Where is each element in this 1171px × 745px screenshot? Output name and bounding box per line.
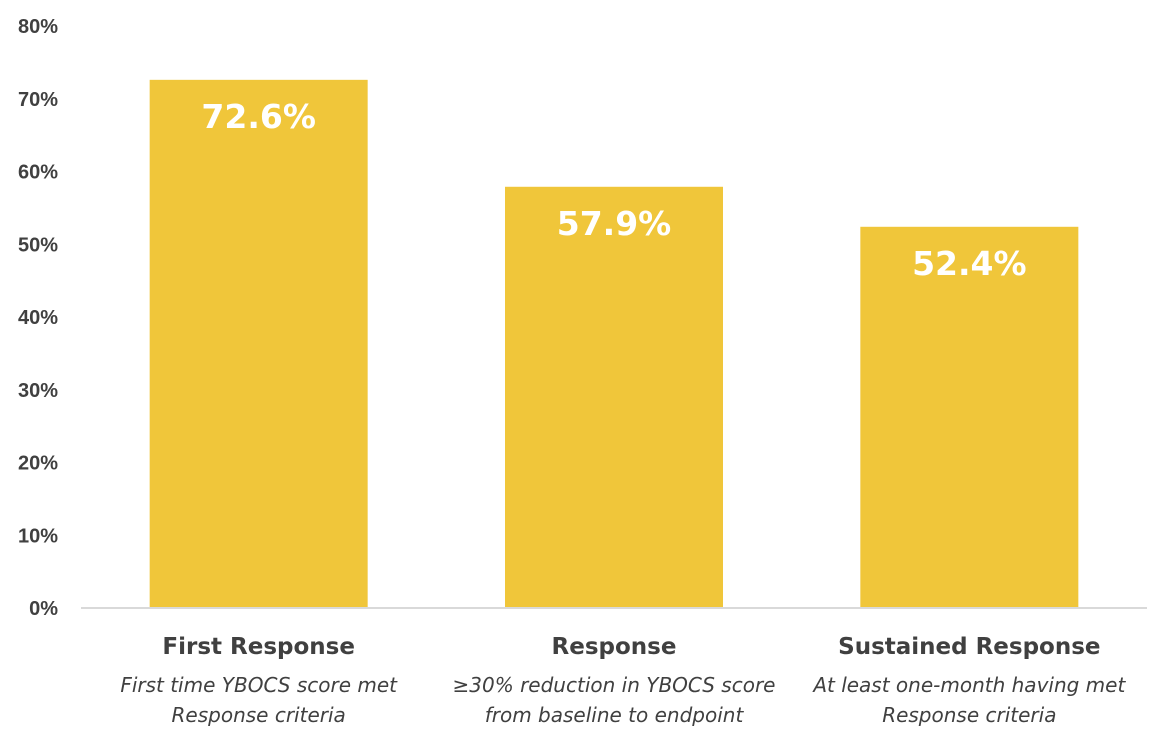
y-tick-label: 0% — [29, 598, 58, 620]
bars: 72.6% 57.9% 52.4% — [149, 79, 1079, 609]
category-description: First time YBOCS score met — [120, 673, 398, 697]
bar-data-label: 52.4% — [912, 244, 1027, 283]
y-tick-label: 80% — [18, 16, 58, 38]
y-tick-label: 70% — [18, 89, 58, 111]
category-description: Response criteria — [172, 703, 346, 727]
y-tick-label: 40% — [18, 307, 58, 329]
y-axis: 0% 10% 20% 30% 40% 50% 60% 70% 80% — [18, 16, 58, 620]
y-tick-label: 50% — [18, 234, 58, 256]
bar-data-label: 57.9% — [557, 204, 672, 243]
bar — [505, 186, 723, 608]
y-tick-label: 10% — [18, 525, 58, 547]
category-label: Sustained Response — [838, 634, 1100, 660]
category-description: from baseline to endpoint — [485, 703, 745, 727]
y-tick-label: 30% — [18, 380, 58, 402]
y-tick-label: 20% — [18, 453, 58, 475]
bar-data-label: 72.6% — [201, 97, 316, 136]
category-label: First Response — [162, 634, 355, 660]
category-description: At least one-month having met — [811, 673, 1126, 697]
bar — [860, 226, 1079, 609]
bar — [149, 79, 368, 608]
category-labels: First Response First time YBOCS score met… — [120, 634, 1126, 727]
y-tick-label: 60% — [18, 162, 58, 184]
category-description: ≥30% reduction in YBOCS score — [453, 673, 776, 697]
category-description: Response criteria — [882, 703, 1056, 727]
category-label: Response — [552, 634, 677, 660]
